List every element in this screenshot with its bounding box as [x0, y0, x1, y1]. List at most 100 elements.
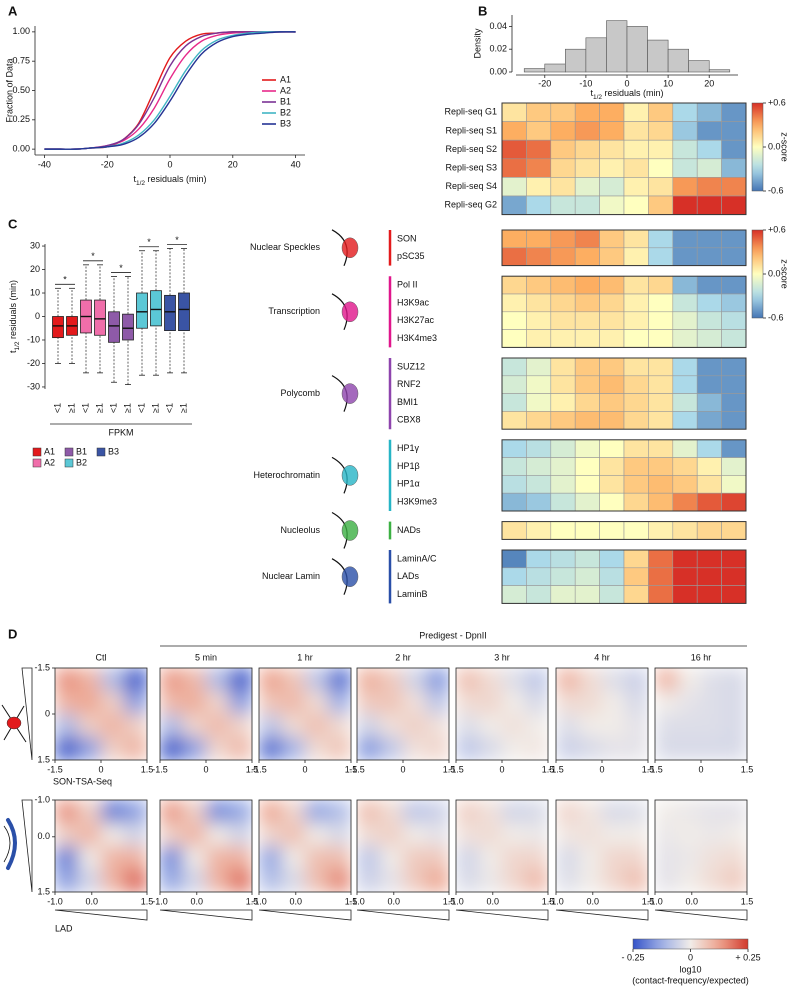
y-tick-label: 0.00: [12, 144, 30, 154]
heatmap-frame: [501, 439, 747, 512]
contact-cell: [282, 668, 306, 692]
contact-cell: [625, 869, 648, 892]
contact-cell: [724, 737, 747, 760]
heatmap-cell: [501, 139, 527, 160]
x-tick-label: 10: [663, 78, 673, 88]
contact-cell: [602, 869, 626, 892]
contact-cell: [525, 714, 548, 738]
contact-cell: [701, 737, 725, 760]
x-axis-label: t1/2 residuals (min): [133, 174, 206, 187]
heatmap-cell: [550, 411, 576, 430]
contact-cell: [456, 800, 480, 824]
box: [178, 292, 190, 331]
heatmap-cell: [550, 375, 576, 394]
heatmap-cell: [648, 229, 674, 249]
contact-cell: [456, 668, 480, 692]
contact-cell: [305, 737, 329, 760]
heatmap-cell: [574, 329, 600, 348]
y-tick-label: -30: [27, 381, 40, 391]
contact-cell: [259, 691, 283, 715]
heatmap-cell: [623, 411, 649, 430]
heatmap-frame: [501, 102, 747, 216]
heatmap-cell: [501, 357, 527, 377]
heatmap-cell: [599, 329, 625, 348]
heatmap-cell: [696, 549, 722, 569]
heatmap-cell: [526, 229, 552, 249]
heatmap-cell: [696, 311, 722, 330]
x-tick-label: 1.5: [741, 764, 754, 774]
map-frame: [555, 799, 649, 893]
heatmap-cell: [672, 375, 698, 394]
heatmap-cell: [526, 375, 552, 394]
contact-cell: [426, 846, 449, 870]
row-label: H3K4me3: [397, 333, 437, 343]
contact-cell: [328, 823, 351, 847]
legend-swatch: [96, 447, 106, 457]
heatmap-cell: [599, 121, 625, 141]
contact-cell: [655, 691, 679, 715]
contact-cell: [724, 823, 747, 847]
contact-cell: [78, 846, 102, 870]
colorbar-tick-label: + 0.25: [735, 952, 760, 962]
x-axis-label-part: residuals (min): [602, 88, 664, 98]
heatmap-cell: [721, 375, 747, 394]
group-icon: [341, 520, 359, 541]
x-tick-label: 0: [98, 764, 103, 774]
track-wedge: [21, 667, 33, 761]
contact-cell: [426, 691, 449, 715]
contact-map: [655, 668, 747, 760]
contact-cell: [206, 869, 230, 892]
contact-map: [357, 800, 449, 892]
heatmap-cell: [721, 195, 747, 215]
heatmap-frame: [501, 275, 747, 348]
heatmap-cell: [696, 102, 722, 122]
heatmap-cell: [672, 457, 698, 476]
contact-cell: [678, 800, 702, 824]
heatmap-cell: [526, 311, 552, 330]
contact-cell: [55, 714, 79, 738]
contact-cell: [525, 846, 548, 870]
y-tick-label: 0: [45, 708, 50, 718]
heatmap-cell: [696, 492, 722, 512]
row-label: LADs: [397, 571, 420, 581]
contact-cell: [724, 869, 747, 892]
contact-cell: [602, 737, 626, 760]
heatmap-cell: [501, 311, 527, 330]
contact-cell: [380, 668, 404, 692]
contact-cell: [556, 714, 580, 738]
contact-cell: [456, 714, 480, 738]
contact-cell: [229, 737, 252, 760]
legend-label: B3: [108, 446, 119, 456]
heatmap-cell: [574, 585, 600, 604]
row-label: HP1α: [397, 479, 420, 489]
x-tick-label: 0: [599, 764, 604, 774]
heatmap-cell: [550, 475, 576, 494]
row-label: HP1β: [397, 461, 420, 471]
heatmap-cell: [696, 177, 722, 197]
x-tick-label: 1.5: [443, 896, 456, 906]
colorbar-tick-label: +0.6: [768, 97, 786, 107]
row-label: HP1γ: [397, 443, 420, 453]
heatmap-cell: [672, 311, 698, 330]
heatmap-cell: [672, 393, 698, 412]
contact-cell: [305, 800, 329, 824]
contact-cell: [655, 668, 679, 692]
heatmap-cell: [721, 567, 747, 586]
heatmap-cell: [696, 229, 722, 249]
contact-cell: [357, 823, 381, 847]
heatmap-cell: [648, 439, 674, 458]
heatmap-cell: [501, 329, 527, 348]
y-tick-label: -1.5: [34, 662, 50, 672]
heatmap-cell: [574, 457, 600, 476]
heatmap-cell: [672, 293, 698, 313]
contact-cell: [456, 869, 480, 892]
heatmap-cell: [550, 357, 576, 377]
heatmap-cell: [721, 475, 747, 494]
heatmap-cell: [721, 139, 747, 160]
contact-cell: [229, 668, 252, 692]
contact-cell: [479, 737, 503, 760]
contact-cell: [160, 869, 184, 892]
x-tick-label: -1.5: [548, 764, 564, 774]
contact-cell: [328, 737, 351, 760]
heatmap-cell: [696, 275, 722, 295]
